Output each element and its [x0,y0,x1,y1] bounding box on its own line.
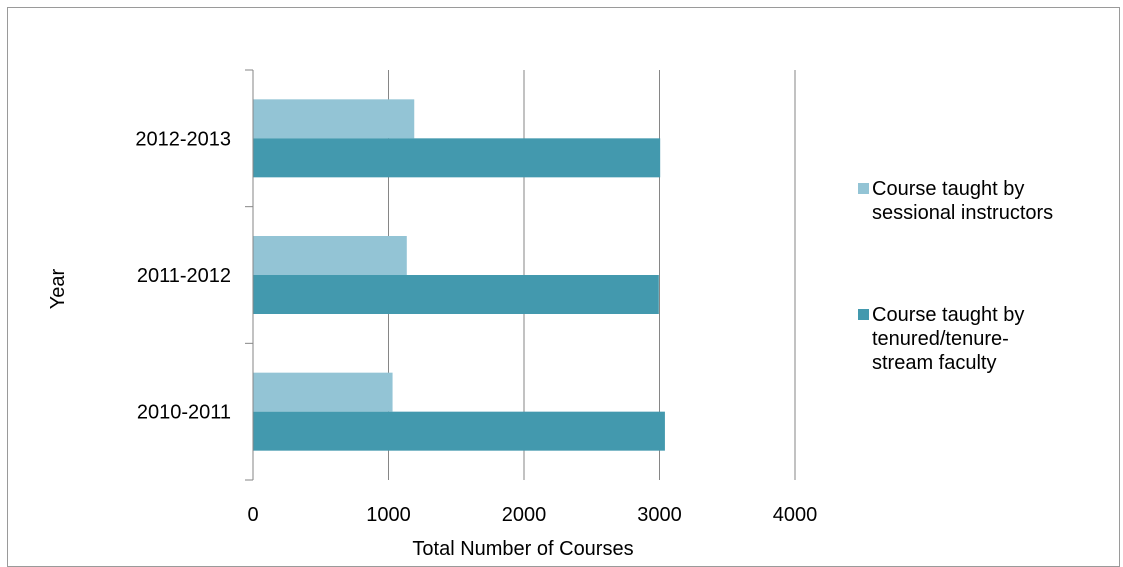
x-tick-label: 0 [247,504,258,526]
legend-label-line: stream faculty [872,352,997,374]
legend-swatch [858,183,869,194]
legend-label-line: tenured/tenure- [872,328,1009,350]
bar-sessional-2012-2013 [253,99,415,139]
axes [245,69,254,481]
legend-swatch [858,309,869,320]
legend-label-line: Course taught by [872,304,1025,326]
y-axis-title: Year [47,268,69,309]
legend-label: Course taught by tenured/tenure-stream fa… [872,303,1112,375]
bar-tenured-2010-2011 [253,411,665,451]
bar-tenured-2012-2013 [253,138,661,178]
x-axis-title: Total Number of Courses [412,538,633,560]
legend-label-line: sessional instructors [872,202,1054,224]
y-tick-label: 2010-2011 [137,402,231,424]
x-tick-label: 1000 [366,504,411,526]
bar-tenured-2011-2012 [253,275,659,314]
bar-sessional-2010-2011 [253,372,393,412]
x-tick-label: 2000 [502,504,547,526]
bars [253,99,665,451]
x-tick-label: 3000 [637,504,682,526]
y-tick-label: 2012-2013 [135,128,231,150]
y-tick-label: 2011-2012 [137,265,231,287]
x-tick-label: 4000 [773,504,818,526]
axis-labels: Total Number of Courses Year 0 1000 2000 30… [47,128,817,560]
legend-label: Course taught by sessional instructors [872,177,1112,225]
legend-label-line: Course taught by [872,178,1025,200]
bar-sessional-2011-2012 [253,236,407,275]
